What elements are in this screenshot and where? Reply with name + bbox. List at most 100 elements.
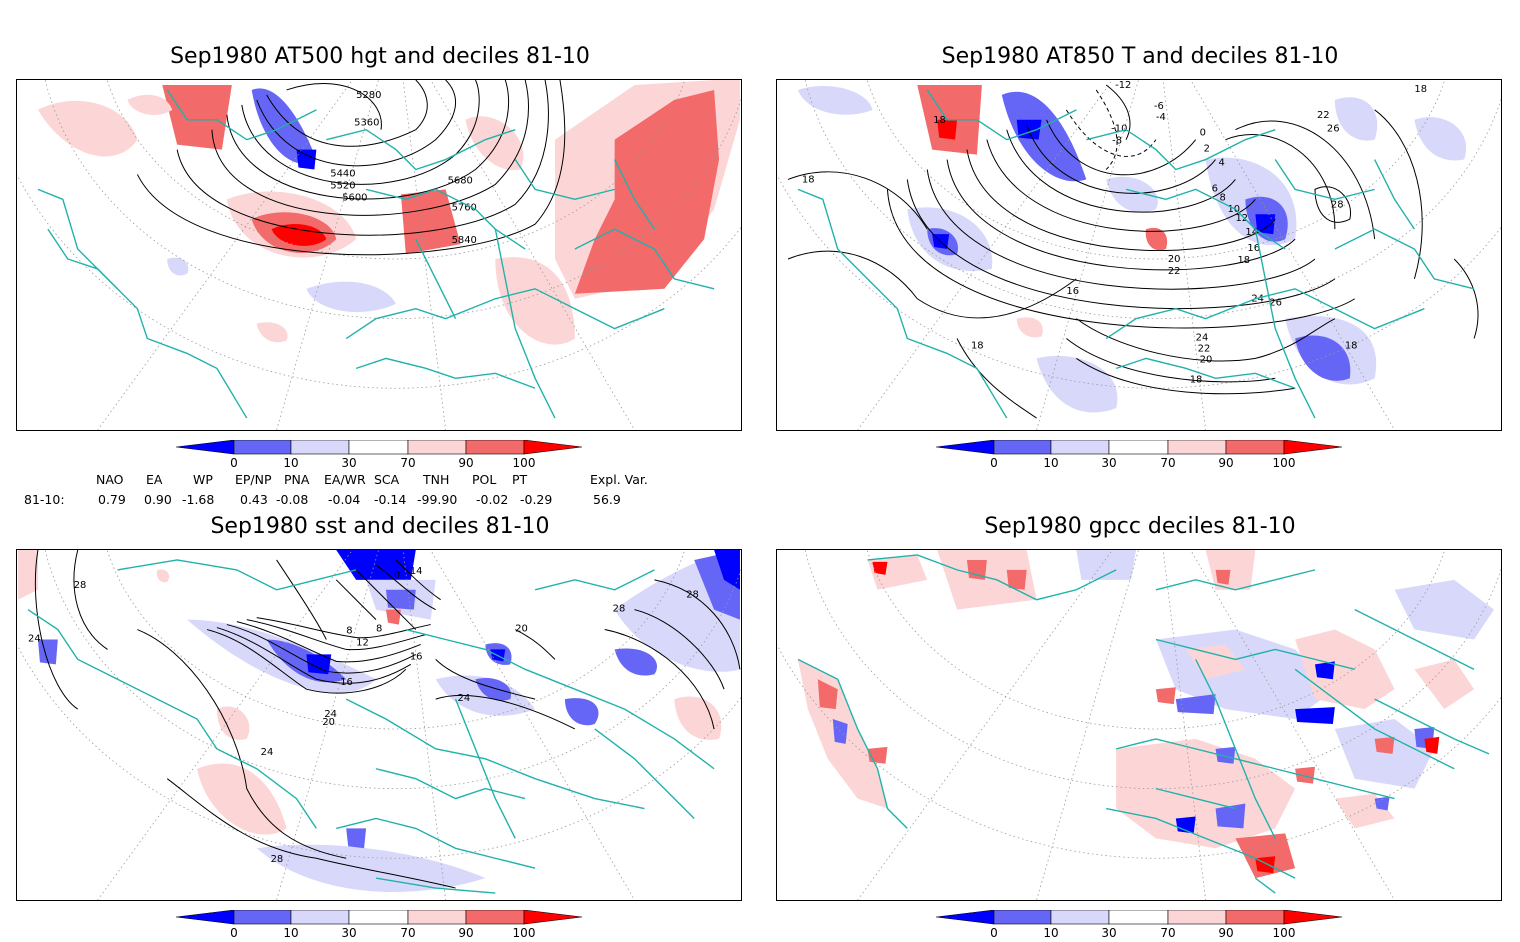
colorbar-segment xyxy=(523,440,583,455)
value-wp: -1.68 xyxy=(182,492,215,507)
contour-label: 0 xyxy=(394,570,400,581)
value-sca: -0.14 xyxy=(374,492,407,507)
colorbar-segment xyxy=(176,910,235,925)
decile-shading xyxy=(37,80,740,345)
contour-label: 5520 xyxy=(330,180,355,191)
header-ea: EA xyxy=(146,472,163,487)
header-sca: SCA xyxy=(374,472,400,487)
colorbar-tick-label: 10 xyxy=(1043,926,1058,940)
contour-label: 22 xyxy=(1198,343,1211,354)
contour-label: -10 xyxy=(1111,124,1127,135)
colorbar-sst: 0 10 30 70 90 100 xyxy=(176,910,596,942)
contour-label: -6 xyxy=(1154,101,1164,112)
height-contours xyxy=(136,80,566,256)
contour-label: 6 xyxy=(1212,183,1218,194)
panel-title-at850: Sep1980 AT850 T and deciles 81-10 xyxy=(941,44,1339,69)
header-wp: WP xyxy=(193,472,213,487)
colorbar-segment xyxy=(1108,910,1169,925)
map-at500: 5280 5360 5440 5520 5600 5680 5760 5840 xyxy=(16,79,742,431)
colorbar-tick-label: 90 xyxy=(1218,926,1233,940)
contour-label: 0 xyxy=(1200,128,1206,139)
contour-label: 5680 xyxy=(448,175,473,186)
value-expl-var: 56.9 xyxy=(593,492,621,507)
colorbar-segment xyxy=(1167,910,1227,925)
contour-label: 28 xyxy=(271,854,284,865)
map-at850: -12 -10 -8 -6 -4 0 2 4 6 8 10 12 14 16 1… xyxy=(776,79,1502,431)
contour-label: 24 xyxy=(458,693,471,704)
colorbar-tick-label: 30 xyxy=(341,926,356,940)
colorbar-segment xyxy=(1225,440,1285,455)
map-gpcc-svg xyxy=(777,550,1501,900)
colorbar-segment xyxy=(176,440,235,455)
contour-label: 28 xyxy=(613,604,626,615)
colorbar-segment xyxy=(1283,910,1343,925)
colorbar-segment xyxy=(348,910,409,925)
contour-label: 20 xyxy=(1200,354,1213,365)
value-pt: -0.29 xyxy=(520,492,553,507)
contour-label: 12 xyxy=(1235,213,1248,224)
decile-shading xyxy=(18,550,740,892)
row-label: 81-10: xyxy=(24,492,65,507)
header-tnh: TNH xyxy=(423,472,450,487)
colorbar-tick-label: 30 xyxy=(1101,456,1116,470)
colorbar-tick-label: 0 xyxy=(230,456,238,470)
value-pna: -0.08 xyxy=(276,492,309,507)
contour-label: 24 xyxy=(324,709,337,720)
graticule xyxy=(777,550,1501,900)
contour-label: 24 xyxy=(261,747,274,758)
contour-label: 10 xyxy=(1227,204,1240,215)
colorbar-segment xyxy=(233,440,292,455)
colorbar-segment xyxy=(465,440,525,455)
colorbar-segment xyxy=(290,440,350,455)
colorbar-segment xyxy=(1225,910,1285,925)
map-at500-svg: 5280 5360 5440 5520 5600 5680 5760 5840 xyxy=(17,80,741,430)
coastlines xyxy=(797,554,1490,894)
colorbar-tick-label: 70 xyxy=(1160,926,1175,940)
colorbar-tick-label: 100 xyxy=(1273,456,1296,470)
contour-label: 5840 xyxy=(452,235,477,246)
contour-label: -12 xyxy=(1115,80,1131,91)
coastlines xyxy=(37,89,715,419)
contour-label: 18 xyxy=(1190,374,1203,385)
contour-label: 18 xyxy=(802,174,815,185)
sst-contours xyxy=(34,550,741,889)
header-nao: NAO xyxy=(96,472,124,487)
panel-title-gpcc: Sep1980 gpcc deciles 81-10 xyxy=(984,514,1296,539)
colorbar-segment xyxy=(290,910,350,925)
contour-label: 28 xyxy=(686,590,699,601)
header-ea-wr: EA/WR xyxy=(324,472,366,487)
decile-shading xyxy=(797,84,1467,413)
colorbar-segment xyxy=(1050,440,1110,455)
contour-label: 2 xyxy=(1204,144,1210,155)
colorbar-segment xyxy=(348,440,409,455)
contour-label: 5280 xyxy=(356,90,381,101)
contour-label: 22 xyxy=(1317,110,1330,121)
colorbar-tick-label: 70 xyxy=(400,456,415,470)
contour-label: 16 xyxy=(340,677,353,688)
colorbar-segment xyxy=(407,440,467,455)
contour-label: 4 xyxy=(1219,158,1225,169)
contour-label: 5440 xyxy=(330,168,355,179)
map-sst-svg: 28 24 20 16 12 8 8 0 14 16 24 24 20 28 2… xyxy=(17,550,741,900)
colorbar-tick-label: 100 xyxy=(513,926,536,940)
colorbar-tick-label: 90 xyxy=(458,926,473,940)
contour-label: 26 xyxy=(1327,124,1340,135)
contour-label: 5360 xyxy=(354,118,379,129)
contour-label: 20 xyxy=(515,624,528,635)
contour-label: 8 xyxy=(1220,192,1226,203)
colorbar-segment xyxy=(936,440,995,455)
colorbar-svg: 0 10 30 70 90 100 xyxy=(936,440,1343,470)
contour-label: 20 xyxy=(322,717,335,728)
contour-label: 18 xyxy=(1237,255,1250,266)
colorbar-at850: 0 10 30 70 90 100 xyxy=(936,440,1356,472)
contour-labels: 28 24 20 16 12 8 8 0 14 16 24 24 20 28 2… xyxy=(28,566,699,865)
temperature-contours xyxy=(787,84,1479,419)
contour-label: 18 xyxy=(1414,84,1427,95)
colorbar-tick-label: 70 xyxy=(400,926,415,940)
map-gpcc xyxy=(776,549,1502,901)
colorbar-segment xyxy=(1050,910,1110,925)
contour-label: 24 xyxy=(28,633,41,644)
contour-label: 20 xyxy=(1168,254,1181,265)
value-ea: 0.90 xyxy=(144,492,172,507)
contour-label: 16 xyxy=(1066,286,1079,297)
